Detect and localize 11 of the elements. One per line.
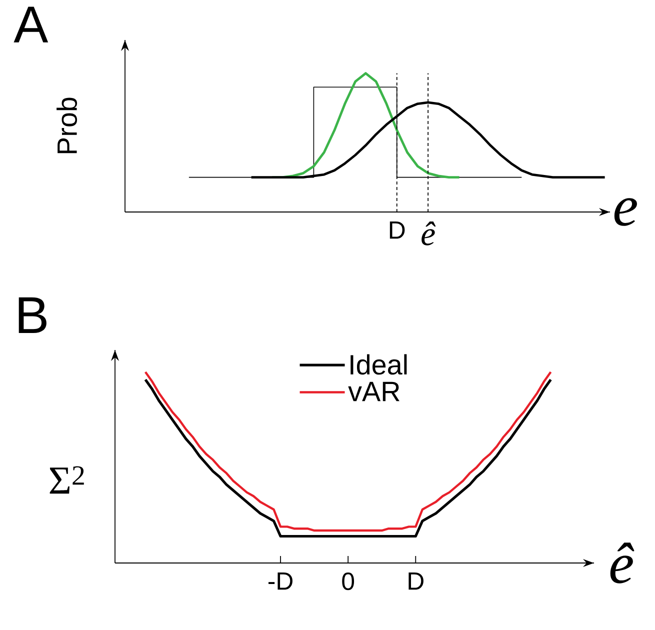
legend-label: vAR — [348, 382, 400, 402]
x-tick-label: -D — [268, 572, 292, 590]
legend-label: Ideal — [350, 354, 407, 375]
x-axis-title: e — [614, 198, 637, 226]
x-tick-label: 0 — [342, 572, 354, 590]
chart-title: A — [14, 6, 48, 42]
x-tick-label: D — [408, 572, 424, 590]
y-axis-title: Σ$^{2}$ — [50, 466, 84, 494]
chart-title: B — [18, 297, 46, 333]
x-tick-label: D — [390, 222, 405, 239]
y-axis-title: Prob — [56, 98, 78, 154]
